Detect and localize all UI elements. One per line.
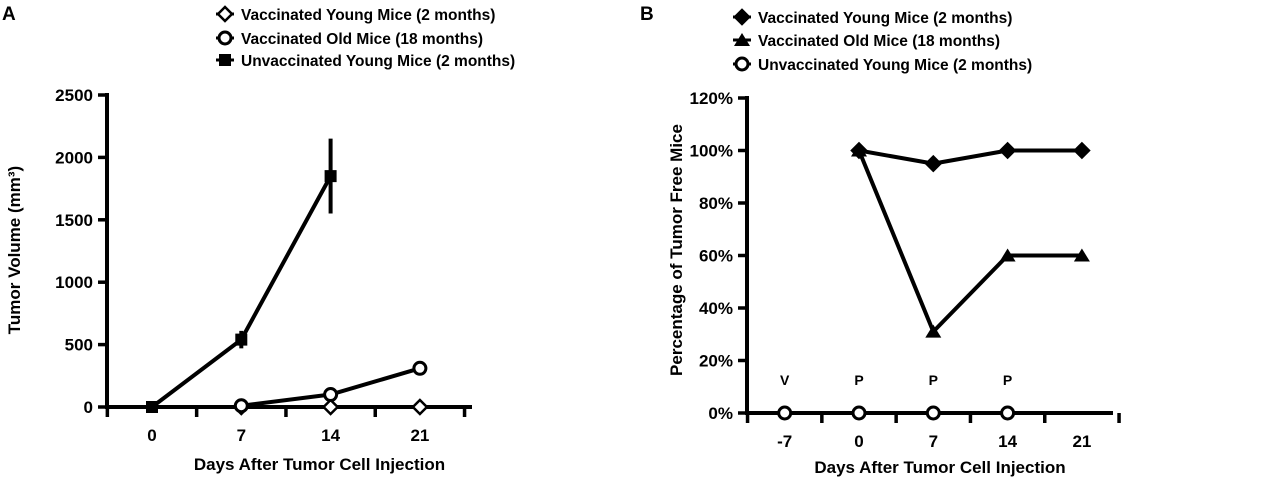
data-point bbox=[1073, 141, 1091, 160]
y-axis-label: Percentage of Tumor Free Mice bbox=[667, 124, 686, 376]
y-tick-label: 0 bbox=[84, 398, 93, 417]
legend-marker bbox=[733, 8, 751, 26]
legend-marker bbox=[734, 56, 750, 72]
data-point bbox=[411, 398, 429, 416]
y-tick-label: 2500 bbox=[55, 86, 93, 105]
legend-marker bbox=[219, 54, 231, 66]
data-point bbox=[777, 405, 793, 421]
legend-label: Unvaccinated Young Mice (2 months) bbox=[241, 53, 515, 70]
annotation-label: P bbox=[854, 372, 863, 388]
data-point bbox=[324, 170, 337, 183]
legend-label: Vaccinated Young Mice (2 months) bbox=[241, 7, 495, 24]
data-point bbox=[412, 360, 428, 376]
x-tick-label: 0 bbox=[147, 426, 156, 445]
y-tick-label: 0% bbox=[708, 404, 733, 423]
x-tick-label: 0 bbox=[854, 432, 863, 451]
annotation-label: P bbox=[929, 372, 938, 388]
legend-label: Vaccinated Old Mice (18 months) bbox=[241, 31, 483, 48]
data-point bbox=[851, 143, 867, 157]
annotation-label: P bbox=[1003, 372, 1012, 388]
x-tick-label: 14 bbox=[321, 426, 340, 445]
series-line bbox=[858, 148, 1082, 166]
data-point bbox=[851, 405, 867, 421]
annotation-label: V bbox=[780, 372, 790, 388]
data-point bbox=[924, 154, 943, 173]
y-tick-label: 120% bbox=[690, 89, 733, 108]
x-tick-label: 21 bbox=[410, 426, 429, 445]
y-tick-label: 100% bbox=[690, 142, 733, 161]
series-line bbox=[150, 175, 333, 409]
panel-label-a: A bbox=[2, 4, 16, 25]
y-tick-label: 2000 bbox=[55, 148, 93, 167]
legend-marker bbox=[217, 30, 233, 46]
data-point bbox=[321, 398, 340, 416]
x-tick-label: 7 bbox=[929, 432, 938, 451]
series-line bbox=[857, 149, 1082, 334]
y-tick-label: 60% bbox=[699, 247, 733, 266]
y-tick-label: 1500 bbox=[55, 211, 93, 230]
legend-label: Vaccinated Young Mice (2 months) bbox=[758, 10, 1012, 27]
panel-a-chart: 0 500 1000 1500 2000 2500 0 7 14 21 Days After Tum… bbox=[5, 5, 515, 474]
data-point bbox=[146, 401, 158, 413]
data-point bbox=[925, 324, 942, 338]
y-tick-label: 40% bbox=[699, 299, 733, 318]
x-axis-label: Days After Tumor Cell Injection bbox=[814, 458, 1065, 477]
data-point bbox=[925, 405, 941, 421]
y-tick-label: 1000 bbox=[55, 273, 93, 292]
x-tick-label: -7 bbox=[777, 432, 792, 451]
data-point bbox=[998, 141, 1017, 160]
data-point bbox=[235, 333, 248, 346]
data-point bbox=[233, 398, 249, 414]
y-tick-label: 500 bbox=[65, 336, 93, 355]
data-point bbox=[1073, 248, 1090, 262]
legend-marker bbox=[734, 33, 750, 46]
x-axis-label: Days After Tumor Cell Injection bbox=[194, 455, 445, 474]
data-point bbox=[999, 248, 1016, 262]
y-axis-label: Tumor Volume (mm³) bbox=[5, 166, 24, 334]
y-tick-label: 80% bbox=[699, 194, 733, 213]
panel-b-chart: 0% 20% 40% 60% 80% 100% 120% -7 0 7 14 21 Days After… bbox=[667, 8, 1121, 477]
y-tick-label: 20% bbox=[699, 352, 733, 371]
panel-label-b: B bbox=[640, 4, 654, 25]
legend-label: Unvaccinated Young Mice (2 months) bbox=[758, 57, 1032, 74]
data-point bbox=[323, 387, 339, 403]
legend-marker bbox=[216, 5, 234, 23]
x-tick-label: 21 bbox=[1072, 432, 1091, 451]
x-tick-label: 7 bbox=[237, 426, 246, 445]
legend-label: Vaccinated Old Mice (18 months) bbox=[758, 33, 1000, 50]
x-tick-label: 14 bbox=[998, 432, 1017, 451]
data-point bbox=[1000, 405, 1016, 421]
